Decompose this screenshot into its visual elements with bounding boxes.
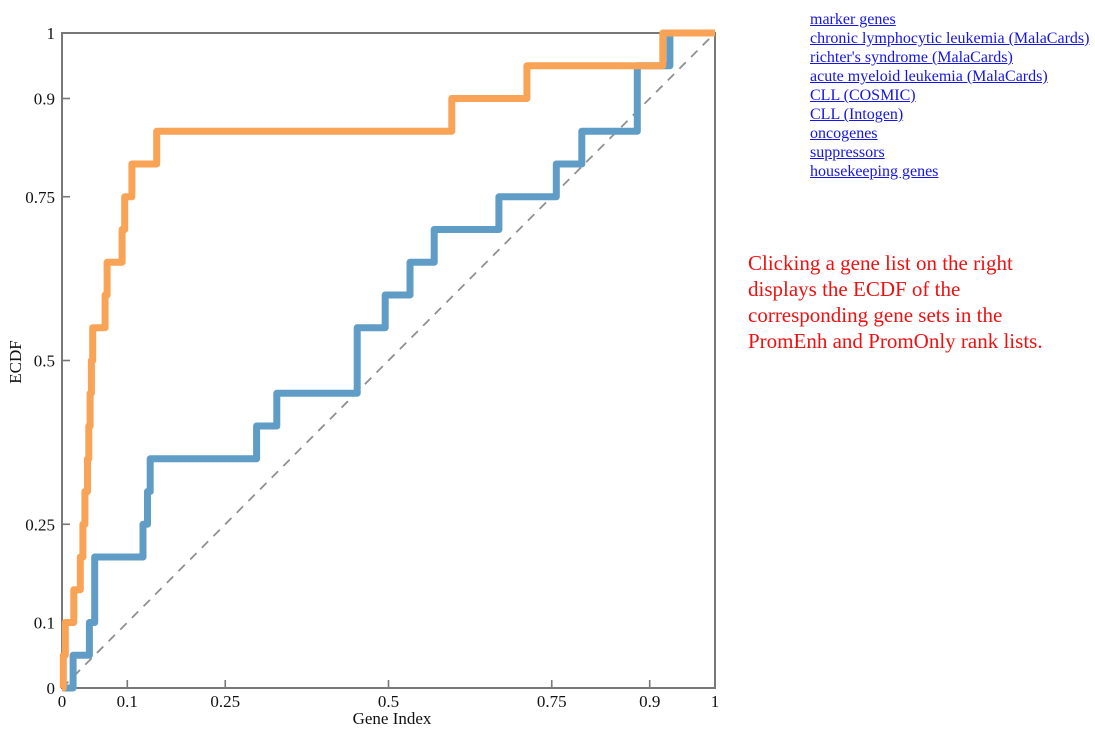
x-tick-label: 0.75	[537, 692, 567, 711]
gene-list-link-5[interactable]: CLL (COSMIC)	[810, 87, 916, 104]
gene-list-link-2[interactable]: chronic lymphocytic leukemia (MalaCards)	[810, 30, 1090, 47]
y-axis-ticks	[63, 32, 70, 689]
ecdf-curve-blue	[62, 29, 715, 692]
x-tick-label: 0.5	[378, 692, 399, 711]
gene-list-links: marker genes chronic lymphocytic leukemia…	[810, 10, 1089, 181]
caption-line: PromEnh and PromOnly rank lists.	[748, 329, 1043, 353]
caption-text: Clicking a gene list on the right display…	[748, 250, 1043, 354]
caption-line: corresponding gene sets in the	[748, 303, 1003, 327]
y-tick-label: 0	[47, 679, 56, 698]
y-tick-label: 0.1	[34, 614, 55, 633]
caption-line: Clicking a gene list on the right	[748, 251, 1013, 275]
diagonal-reference-line	[61, 32, 716, 689]
y-tick-label: 0.9	[34, 90, 55, 109]
gene-list-link-1[interactable]: marker genes	[810, 11, 896, 28]
caption-line: displays the ECDF of the	[748, 277, 961, 301]
gene-list-link-4[interactable]: acute myeloid leukemia (MalaCards)	[810, 68, 1048, 85]
gene-list-link-6[interactable]: CLL (Intogen)	[810, 106, 904, 123]
x-axis-tick-labels: 0 0.1 0.25 0.5 0.75 0.9 1	[58, 692, 720, 711]
y-axis-tick-labels: 0 0.1 0.25 0.5 0.75 0.9 1	[25, 24, 55, 698]
gene-list-link-9[interactable]: housekeeping genes	[810, 163, 939, 180]
x-tick-label: 0	[58, 692, 67, 711]
gene-list-link-7[interactable]: oncogenes	[810, 125, 878, 142]
x-axis-label: Gene Index	[352, 709, 432, 728]
y-tick-label: 0.25	[25, 515, 55, 534]
x-tick-label: 0.9	[639, 692, 660, 711]
y-axis-label: ECDF	[6, 340, 25, 384]
x-tick-label: 0.25	[210, 692, 240, 711]
x-tick-label: 0.1	[117, 692, 138, 711]
y-tick-label: 0.5	[34, 352, 55, 371]
gene-list-link-8[interactable]: suppressors	[810, 144, 885, 161]
ecdf-curve-orange	[59, 29, 715, 692]
plot-frame	[61, 32, 716, 689]
x-tick-label: 1	[711, 692, 720, 711]
y-tick-label: 1	[47, 24, 56, 43]
x-axis-ticks	[61, 680, 716, 687]
y-tick-label: 0.75	[25, 188, 55, 207]
gene-list-link-3[interactable]: richter's syndrome (MalaCards)	[810, 49, 1013, 66]
